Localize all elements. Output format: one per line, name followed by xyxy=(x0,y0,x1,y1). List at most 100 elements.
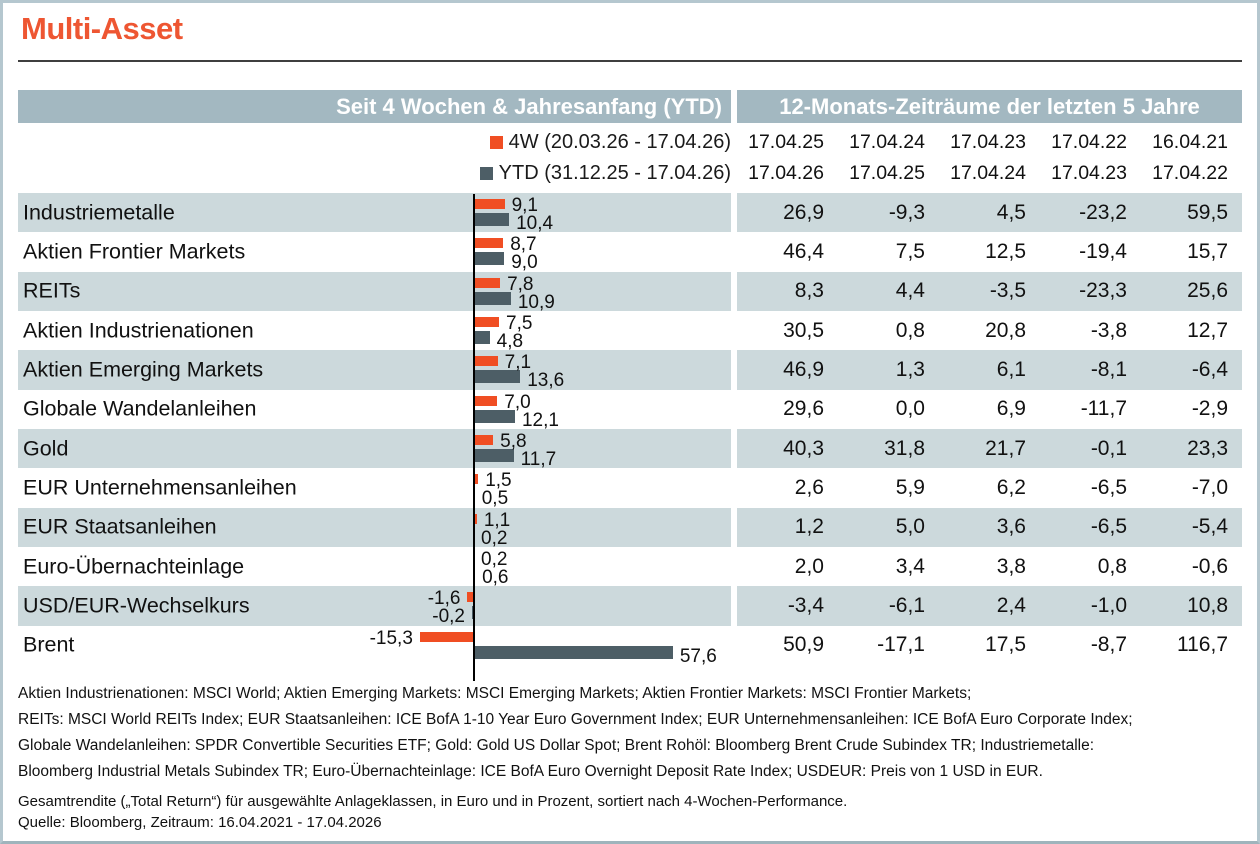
asset-label: USD/EUR-Wechselkurs xyxy=(23,593,250,618)
legend-and-dates: 4W (20.03.26 - 17.04.26) YTD (31.12.25 - … xyxy=(18,123,1242,193)
bar-value-ytd: 57,6 xyxy=(679,645,717,667)
return-value: 7,5 xyxy=(895,239,925,263)
legend-swatch-ytd xyxy=(479,167,493,180)
asset-row: Globale Wandelanleihen 7,0 12,1 29,6 0,0 6… xyxy=(18,390,1242,431)
bar-value-ytd: 10,4 xyxy=(516,213,554,234)
return-value: -0,6 xyxy=(1191,554,1228,578)
table-section-header: 12-Monats-Zeiträume der letzten 5 Jahre xyxy=(737,90,1242,123)
chart-section-header: Seit 4 Wochen & Jahresanfang (YTD) xyxy=(18,90,731,123)
return-value: 6,1 xyxy=(996,357,1026,381)
bar-value-4w: -15,3 xyxy=(369,627,413,649)
return-value: 6,2 xyxy=(996,475,1026,499)
bar-ytd xyxy=(473,252,505,266)
bar-value-4w: -1,6 xyxy=(427,588,461,610)
asset-period-values: 29,6 0,0 6,9 -11,7 -2,9 xyxy=(737,390,1242,429)
report-notes: Gesamtrendite („Total Return“) für ausge… xyxy=(18,791,1242,833)
bar-4w xyxy=(473,316,500,327)
period-date: 17.04.23 xyxy=(950,131,1026,153)
asset-row: EUR Unternehmensanleihen 1,5 0,5 2,6 5,9 6… xyxy=(18,468,1242,510)
bar-4w xyxy=(419,631,473,642)
asset-period-values: 2,6 5,9 6,2 -6,5 -7,0 xyxy=(737,468,1242,507)
return-value: 30,5 xyxy=(783,318,824,342)
zero-axis xyxy=(473,194,475,681)
return-value: 40,3 xyxy=(783,436,824,460)
return-value: 31,8 xyxy=(884,436,925,460)
return-value: 15,7 xyxy=(1187,239,1228,263)
asset-chart-cell: Globale Wandelanleihen 7,0 12,1 xyxy=(18,390,731,431)
return-value: 29,6 xyxy=(783,397,824,421)
asset-label: EUR Unternehmensanleihen xyxy=(23,475,297,500)
return-value: -6,5 xyxy=(1090,475,1127,499)
bar-value-4w: 1,5 xyxy=(485,470,512,492)
return-value: 1,2 xyxy=(794,515,824,539)
asset-label: REITs xyxy=(23,278,81,303)
return-value: 12,5 xyxy=(985,239,1026,263)
asset-row: Brent -15,3 57,6 50,9 -17,1 17,5 -8,7 116,7 xyxy=(18,626,1242,667)
bar-value-4w: 7,8 xyxy=(507,273,534,295)
asset-chart-cell: Aktien Frontier Markets 8,7 9,0 xyxy=(18,232,731,272)
asset-rows: Industriemetalle 9,1 10,4 26,9 -9,3 4,5 -23… xyxy=(18,193,1242,681)
footnote-line: Aktien Industrienationen: MSCI World; Ak… xyxy=(18,684,972,702)
asset-row: Aktien Industrienationen 7,5 4,8 30,5 0,8… xyxy=(18,311,1242,352)
asset-chart-cell: Aktien Industrienationen 7,5 4,8 xyxy=(18,311,731,352)
bar-4w xyxy=(473,238,504,249)
period-date: 17.04.26 xyxy=(748,162,824,184)
source-line: Quelle: Bloomberg, Zeitraum: 16.04.2021 … xyxy=(18,813,382,831)
period-date: 17.04.23 xyxy=(1051,162,1127,184)
bar-ytd xyxy=(472,606,473,620)
asset-row: USD/EUR-Wechselkurs -1,6 -0,2 -3,4 -6,1 2,… xyxy=(18,586,1242,626)
asset-label: Aktien Frontier Markets xyxy=(23,239,246,264)
return-value: -3,4 xyxy=(787,593,824,617)
return-value: 3,6 xyxy=(996,515,1026,539)
asset-chart-cell: EUR Staatsanleihen 1,1 0,2 xyxy=(18,507,731,548)
return-value: 21,7 xyxy=(985,436,1026,460)
return-value: 4,5 xyxy=(996,200,1026,224)
asset-row: EUR Staatsanleihen 1,1 0,2 1,2 5,0 3,6 -6,5… xyxy=(18,507,1242,548)
legend-label-ytd: YTD (31.12.25 - 17.04.26) xyxy=(498,162,731,184)
return-value: 4,4 xyxy=(895,279,925,303)
return-value: -8,7 xyxy=(1090,633,1127,657)
return-value: -9,3 xyxy=(888,200,925,224)
legend-label-4w: 4W (20.03.26 - 17.04.26) xyxy=(508,131,731,153)
bar-value-4w: 8,7 xyxy=(510,234,537,256)
bar-ytd xyxy=(473,291,511,305)
bar-value-ytd: 0,5 xyxy=(481,488,509,510)
bar-value-ytd: 0,6 xyxy=(482,566,509,588)
return-value: 5,9 xyxy=(895,475,925,499)
footnote-line: REITs: MSCI World REITs Index; EUR Staat… xyxy=(18,710,1133,728)
bar-ytd xyxy=(473,330,490,344)
return-value: 17,5 xyxy=(985,633,1026,657)
return-value: -7,0 xyxy=(1191,475,1228,499)
return-value: 10,8 xyxy=(1187,593,1228,617)
bar-4w xyxy=(473,434,494,445)
bar-value-4w: 0,2 xyxy=(481,548,508,570)
bar-value-ytd: 11,7 xyxy=(520,448,557,470)
period-date: 17.04.25 xyxy=(748,131,824,153)
chart-legend: 4W (20.03.26 - 17.04.26) YTD (31.12.25 - … xyxy=(18,127,731,189)
bar-value-ytd: 4,8 xyxy=(496,330,524,352)
page-title: Multi-Asset xyxy=(21,11,183,46)
asset-label: Aktien Industrienationen xyxy=(23,318,254,343)
bar-4w xyxy=(473,356,498,367)
bar-4w xyxy=(473,474,479,485)
return-value: 2,0 xyxy=(794,554,824,578)
legend-item-4w: 4W (20.03.26 - 17.04.26) xyxy=(489,131,731,154)
return-value: 46,4 xyxy=(783,239,824,263)
period-date: 17.04.22 xyxy=(1051,131,1127,153)
asset-row: Aktien Frontier Markets 8,7 9,0 46,4 7,5 1… xyxy=(18,232,1242,272)
return-value: -3,8 xyxy=(1090,318,1127,342)
index-footnotes: Aktien Industrienationen: MSCI World; Ak… xyxy=(18,681,1242,785)
period-end-date-row: 17.04.26 17.04.25 17.04.24 17.04.23 17.04.22 xyxy=(737,162,1242,185)
return-value: -6,5 xyxy=(1090,515,1127,539)
asset-row: Euro-Übernachteinlage 0,2 0,6 2,0 3,4 3,8 0… xyxy=(18,547,1242,588)
return-value: 2,6 xyxy=(794,475,824,499)
report-content: Multi-Asset Seit 4 Wochen & Jahresanfang… xyxy=(3,11,1257,833)
return-value: 3,8 xyxy=(996,554,1026,578)
bar-value-ytd: 12,1 xyxy=(521,409,559,431)
return-value: 20,8 xyxy=(985,318,1026,342)
bar-value-4w: 1,1 xyxy=(483,509,511,531)
asset-row: Gold 5,8 11,7 40,3 31,8 21,7 -0,1 23,3 xyxy=(18,428,1242,470)
return-value: -6,4 xyxy=(1191,357,1228,381)
asset-period-values: 40,3 31,8 21,7 -0,1 23,3 xyxy=(737,428,1242,469)
